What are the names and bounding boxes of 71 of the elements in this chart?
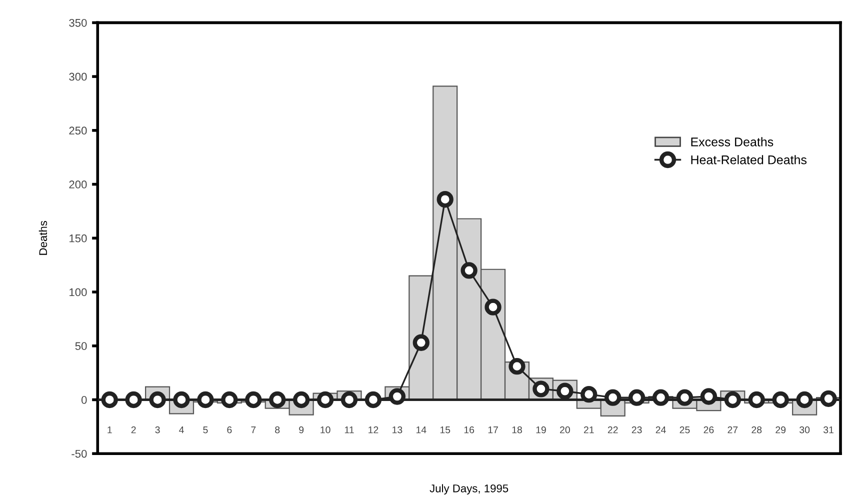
- point: [748, 391, 765, 408]
- y-tick-label: 200: [69, 180, 87, 188]
- x-tick-label: 19: [536, 426, 546, 434]
- point: [484, 298, 502, 316]
- point: [580, 386, 598, 403]
- y-axis-title: Deaths: [38, 220, 48, 255]
- x-tick-label: 14: [416, 426, 426, 434]
- x-tick-label: 30: [800, 426, 810, 434]
- x-tick-label: 27: [728, 426, 738, 434]
- y-tick-label: 350: [69, 18, 87, 27]
- x-tick-label: 6: [227, 426, 232, 434]
- point: [820, 390, 837, 407]
- point: [340, 391, 358, 408]
- x-tick-label: 26: [704, 426, 714, 434]
- x-tick-label: 1: [108, 426, 112, 434]
- y-tick-label: 0: [81, 396, 87, 404]
- point: [388, 388, 406, 405]
- point: [269, 391, 286, 408]
- point: [724, 391, 742, 408]
- y-tick-label: 250: [69, 126, 87, 135]
- x-tick-label: 25: [680, 426, 690, 434]
- point: [412, 334, 430, 351]
- point: [436, 191, 454, 208]
- x-tick-label: 9: [299, 426, 304, 434]
- point: [173, 391, 190, 408]
- y-tick-label: -50: [72, 450, 87, 458]
- x-tick-label: 13: [392, 426, 402, 434]
- point: [700, 388, 718, 405]
- legend-label: Heat-Related Deaths: [691, 155, 807, 164]
- point: [221, 391, 238, 408]
- point: [628, 389, 646, 406]
- x-tick-label: 8: [275, 426, 280, 434]
- x-tick-label: 5: [203, 426, 208, 434]
- x-tick-label: 29: [776, 426, 786, 434]
- point: [652, 389, 670, 406]
- x-tick-label: 4: [179, 426, 184, 434]
- x-tick-label: 2: [131, 426, 136, 434]
- y-tick-label: 150: [70, 234, 87, 242]
- point: [508, 358, 526, 375]
- y-tick-label: 300: [69, 72, 87, 81]
- x-tick-label: 3: [155, 426, 160, 434]
- x-tick-label: 10: [320, 426, 330, 434]
- point: [460, 262, 478, 279]
- x-tick-label: 12: [368, 426, 378, 434]
- point: [364, 391, 382, 408]
- point: [101, 391, 118, 408]
- point: [676, 389, 694, 406]
- x-tick-label: 11: [344, 426, 354, 434]
- x-tick-label: 23: [632, 426, 642, 434]
- x-tick-label: 17: [488, 426, 498, 434]
- x-tick-label: 31: [823, 426, 834, 434]
- x-tick-label: 24: [656, 426, 666, 434]
- x-tick-label: 18: [512, 426, 522, 434]
- point: [149, 391, 166, 408]
- x-tick-label: 20: [560, 426, 570, 434]
- legend-label: Excess Deaths: [691, 137, 774, 146]
- x-tick-label: 28: [752, 426, 762, 434]
- point: [772, 391, 789, 408]
- x-tick-label: 16: [464, 426, 474, 434]
- x-tick-label: 7: [251, 426, 256, 434]
- point: [125, 391, 142, 408]
- y-tick-label: 100: [70, 288, 87, 296]
- point: [316, 391, 334, 408]
- x-tick-label: 15: [440, 426, 450, 434]
- point: [292, 391, 310, 408]
- x-axis-title: July Days, 1995: [430, 484, 508, 495]
- x-tick-label: 21: [584, 426, 594, 434]
- y-tick-label: 50: [75, 342, 87, 350]
- x-tick-label: 22: [608, 426, 618, 434]
- point: [796, 391, 813, 408]
- point: [604, 389, 622, 406]
